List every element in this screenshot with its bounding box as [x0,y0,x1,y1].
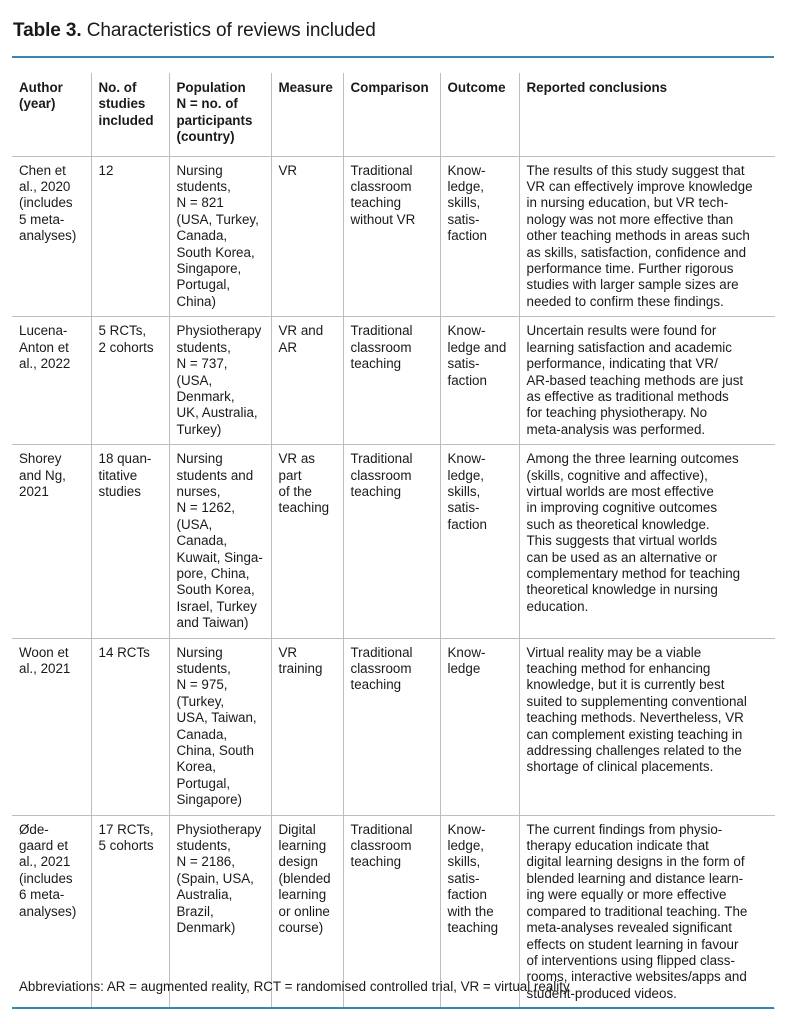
table-row: Chen et al., 2020 (includes 5 meta- anal… [12,156,775,317]
reviews-table: Author (year) No. of studies included Popu… [12,73,775,1009]
bottom-rule [12,1007,774,1009]
header-measure: Measure [270,73,343,157]
table-row: Lucena- Anton et al., 2022 5 RCTs, 2 coho… [12,316,775,445]
cell-conclusions: The results of this study suggest that V… [518,156,775,317]
top-rule [12,56,774,58]
cell-outcome: Know- ledge, skills, satis- faction [439,444,519,639]
table-row: Shorey and Ng, 2021 18 quan- titative stu… [12,444,775,639]
table-caption: Characteristics of reviews included [86,20,376,41]
table-row: Øde- gaard et al., 2021 (includes 6 meta… [12,815,775,1009]
table-row: Woon et al., 2021 14 RCTs Nursing students… [12,638,775,816]
cell-conclusions: Virtual reality may be a viable teaching… [518,638,775,816]
cell-population: Nursing students, N = 975, (Turkey, USA,… [168,638,271,816]
table-header-row: Author (year) No. of studies included Popu… [12,73,775,157]
table-label: Table 3. [13,20,82,41]
cell-studies: 18 quan- titative studies [90,444,169,639]
cell-author: Lucena- Anton et al., 2022 [19,323,71,372]
cell-conclusions: The current findings from physio- therap… [518,815,775,1009]
cell-population: Nursing students and nurses, N = 1262, (… [168,444,271,639]
cell-comparison: Traditional classroom teaching [342,316,440,445]
cell-measure: Digital learning design (blended learnin… [270,815,343,1009]
cell-comparison: Traditional classroom teaching without V… [342,156,440,317]
cell-studies: 14 RCTs [90,638,169,816]
header-author: Author (year) [19,80,63,112]
header-population: Population N = no. of participants (coun… [168,73,271,157]
cell-population: Physiotherapy students, N = 737, (USA, D… [168,316,271,445]
cell-studies: 17 RCTs, 5 cohorts [90,815,169,1009]
cell-outcome: Know- ledge [439,638,519,816]
cell-author: Shorey and Ng, 2021 [19,451,66,499]
cell-population: Physiotherapy students, N = 2186, (Spain… [168,815,271,1009]
cell-outcome: Know- ledge, skills, satis- faction [439,156,519,317]
cell-author: Øde- gaard et al., 2021 (includes 6 meta… [19,821,77,919]
cell-measure: VR [270,156,343,317]
cell-comparison: Traditional classroom teaching [342,444,440,639]
cell-conclusions: Among the three learning outcomes (skill… [518,444,775,639]
cell-author: Chen et al., 2020 (includes 5 meta- anal… [19,162,77,244]
cell-comparison: Traditional classroom teaching [342,638,440,816]
cell-measure: VR training [270,638,343,816]
cell-author: Woon et al., 2021 [19,644,71,676]
abbreviations-note: Abbreviations: AR = augmented reality, R… [19,979,570,994]
cell-outcome: Know- ledge and satis- faction [439,316,519,445]
cell-conclusions: Uncertain results were found for learnin… [518,316,775,445]
cell-comparison: Traditional classroom teaching [342,815,440,1009]
header-conclusions: Reported conclusions [518,73,775,157]
cell-studies: 12 [90,156,169,317]
header-studies: No. of studies included [90,73,169,157]
cell-measure: VR as part of the teaching [270,444,343,639]
table-title: Table 3. Characteristics of reviews incl… [13,20,376,42]
header-comparison: Comparison [342,73,440,157]
cell-studies: 5 RCTs, 2 cohorts [90,316,169,445]
header-outcome: Outcome [439,73,519,157]
cell-population: Nursing students, N = 821 (USA, Turkey, … [168,156,271,317]
cell-measure: VR and AR [270,316,343,445]
cell-outcome: Know- ledge, skills, satis- faction with… [439,815,519,1009]
